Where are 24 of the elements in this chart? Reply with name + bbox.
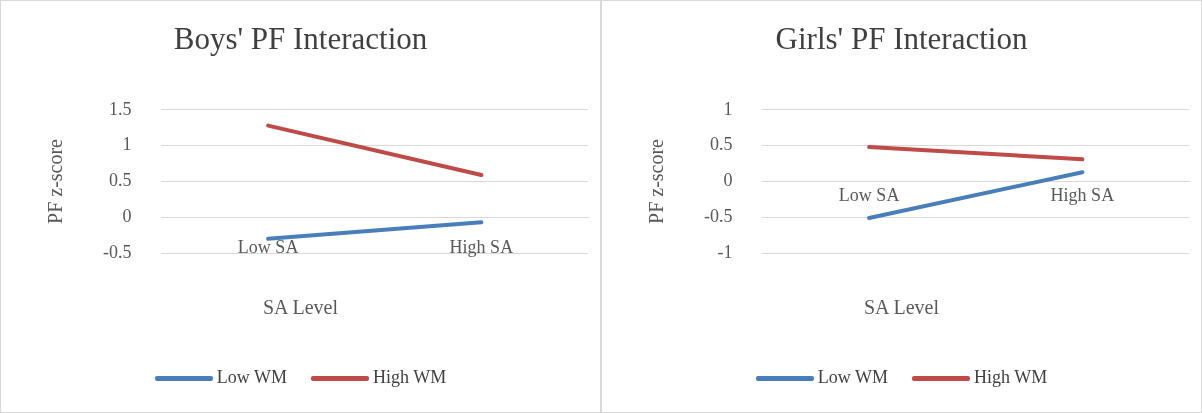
x-tick-label: High SA xyxy=(1050,185,1115,206)
legend-label: High WM xyxy=(373,367,447,387)
legend-label: Low WM xyxy=(817,367,888,387)
y-tick-label: 1.5 xyxy=(108,98,132,119)
chart-title: Boys' PF Interaction xyxy=(172,21,429,57)
x-tick-label: Low SA xyxy=(237,236,299,257)
y-tick-label: -1 xyxy=(717,241,733,262)
x-axis-title: SA Level xyxy=(863,296,940,319)
y-tick-label: 0 xyxy=(122,206,132,227)
y-axis-title: PF z-score xyxy=(645,138,668,224)
y-tick-label: 0.5 xyxy=(709,134,733,155)
y-axis-title: PF z-score xyxy=(44,138,67,224)
x-tick-label: High SA xyxy=(449,236,514,257)
x-axis-title: SA Level xyxy=(262,296,339,319)
y-tick-label: 0 xyxy=(723,170,733,191)
legend-label: Low WM xyxy=(216,367,287,387)
chart-title: Girls' PF Interaction xyxy=(774,21,1029,57)
legend-label: High WM xyxy=(974,367,1048,387)
y-tick-label: -0.5 xyxy=(703,206,733,227)
y-tick-label: 1 xyxy=(122,134,132,155)
y-tick-label: 1 xyxy=(723,98,733,119)
y-tick-label: -0.5 xyxy=(102,241,132,262)
y-tick-label: 0.5 xyxy=(108,170,132,191)
x-tick-label: Low SA xyxy=(838,185,900,206)
